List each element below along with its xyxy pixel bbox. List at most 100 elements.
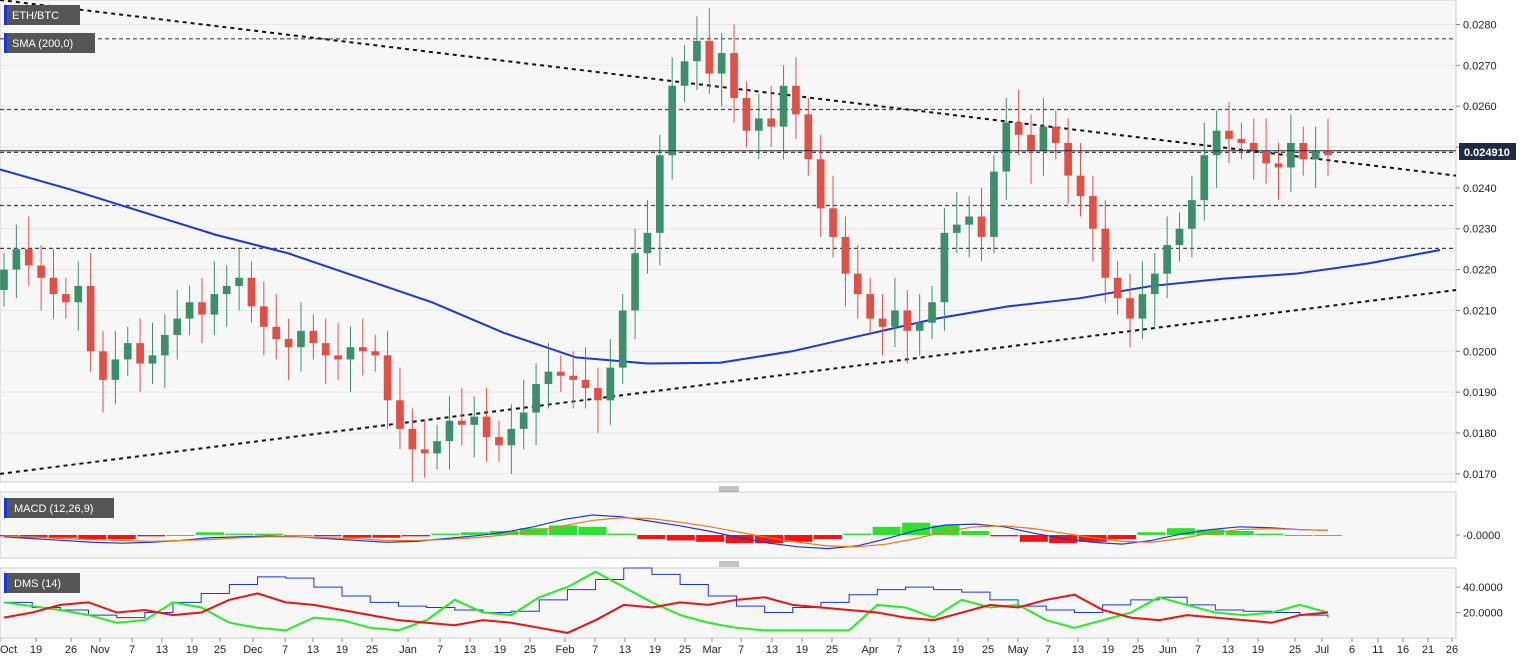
dms-tag[interactable]: DMS (14)	[4, 573, 80, 593]
candle	[1064, 118, 1072, 205]
candle-body	[990, 171, 998, 237]
macd-histogram-bar	[696, 535, 725, 542]
x-tick-label: Jul	[1315, 644, 1329, 656]
candle	[829, 175, 837, 258]
resize-handle-dms[interactable]	[719, 561, 739, 567]
candle	[49, 249, 58, 319]
candle	[1175, 212, 1184, 262]
candle-body	[928, 302, 936, 323]
candle	[396, 367, 404, 450]
candle	[792, 57, 800, 139]
candle	[705, 8, 714, 94]
x-tick-label: 19	[1252, 644, 1264, 656]
x-tick-label: 19	[336, 644, 348, 656]
x-tick-label: Mar	[703, 644, 722, 656]
candle-body	[717, 53, 726, 74]
candle-body	[247, 277, 256, 307]
macd-histogram-bar	[166, 535, 195, 536]
candle	[235, 249, 243, 311]
candle-body	[1138, 294, 1147, 319]
candle-body	[792, 85, 800, 115]
candle	[767, 85, 776, 148]
resize-handle-macd[interactable]	[719, 486, 739, 492]
dms-series	[3, 567, 1329, 634]
x-tick-label: Apr	[861, 644, 878, 656]
macd-histogram-bar	[401, 535, 430, 537]
candle	[1126, 273, 1134, 348]
candle	[37, 245, 45, 311]
candle	[321, 318, 330, 384]
main-gridlines	[0, 24, 1456, 475]
sma-tag[interactable]: SMA (200,0)	[4, 33, 95, 53]
candle	[161, 314, 169, 389]
macd-histogram-bar	[137, 535, 166, 537]
macd-histogram-bar	[1108, 535, 1137, 540]
symbol-tag[interactable]: ETH/BTC	[4, 5, 80, 25]
candle-body	[235, 277, 243, 286]
x-tick-label: 19	[796, 644, 808, 656]
x-tick-label: 25	[679, 644, 691, 656]
candle	[173, 290, 182, 360]
y-tick-label: 0.0280	[1463, 20, 1497, 32]
candle	[383, 330, 392, 429]
candle-body	[1249, 142, 1258, 152]
candle-body	[62, 294, 70, 303]
candle	[1039, 98, 1048, 176]
macd-histogram-bar	[549, 525, 578, 535]
candle	[990, 155, 998, 254]
candle-body	[668, 85, 677, 156]
x-tick-label: 7	[1195, 644, 1201, 656]
candle	[198, 277, 206, 344]
x-tick-label: 19	[952, 644, 964, 656]
y-tick-label: 20.0000	[1463, 608, 1503, 620]
candle	[606, 339, 615, 425]
candle	[1200, 122, 1209, 221]
candle	[1212, 110, 1221, 188]
x-tick-label: 25	[982, 644, 994, 656]
candle	[247, 261, 256, 323]
y-tick-label: 0.0170	[1463, 469, 1497, 481]
candle	[507, 404, 516, 474]
candle-body	[594, 388, 602, 401]
candle-body	[346, 347, 355, 360]
candle-body	[1200, 155, 1209, 201]
macd-histogram-bar	[48, 535, 77, 538]
candle-body	[161, 334, 169, 356]
candle	[519, 379, 528, 450]
candle-body	[1150, 273, 1159, 295]
x-tick-label: 19	[186, 644, 198, 656]
sma-label: SMA (200,0)	[12, 38, 73, 50]
x-tick-label: 13	[923, 644, 935, 656]
candle	[618, 294, 627, 384]
candle	[420, 420, 429, 478]
macd-histogram-bar	[1314, 535, 1342, 536]
candle	[260, 281, 268, 356]
macd-histogram-bar	[931, 525, 960, 535]
candle	[878, 294, 887, 356]
candle-body	[408, 428, 417, 450]
candle-body	[371, 351, 380, 356]
candle-body	[903, 310, 912, 331]
candle	[631, 228, 639, 340]
macd-histogram-bar	[813, 535, 842, 540]
candle-body	[173, 318, 182, 335]
candle-body	[891, 310, 899, 327]
macd-tag[interactable]: MACD (12,26,9)	[4, 498, 114, 518]
macd-panel	[0, 491, 1457, 559]
dms-panel	[0, 567, 1457, 639]
candle	[457, 388, 466, 446]
macd-histogram-bar	[490, 530, 519, 535]
candle-body	[1126, 298, 1134, 319]
candle	[482, 388, 491, 462]
candle-body	[556, 371, 565, 376]
candle	[693, 16, 701, 90]
macd-histogram-bar	[607, 533, 636, 535]
candle-body	[631, 253, 639, 311]
candle-body	[1064, 142, 1072, 176]
candle-body	[1113, 277, 1122, 299]
x-tick-label: 25	[826, 644, 838, 656]
candle	[717, 32, 726, 107]
candle-body	[383, 355, 392, 401]
candle-body	[1212, 130, 1221, 156]
candle	[111, 330, 120, 405]
